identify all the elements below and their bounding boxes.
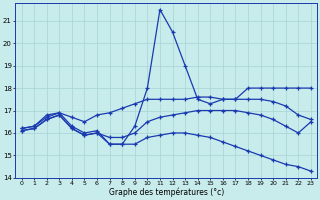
X-axis label: Graphe des températures (°c): Graphe des températures (°c) <box>108 188 224 197</box>
